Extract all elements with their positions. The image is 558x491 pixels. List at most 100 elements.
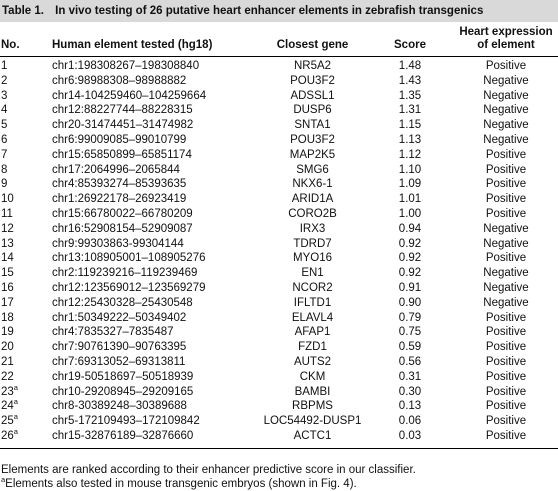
cell-heart-expression: Positive (485, 148, 527, 161)
table-row: 20 chr7:90761390–90763395 FZD1 0.59 Positive (0, 340, 558, 355)
cell-heart-expression: Negative (483, 267, 529, 280)
cell-no: 23a (0, 383, 52, 400)
cell-no: 4 (0, 103, 52, 118)
cell-heart-expression: Positive (485, 178, 527, 191)
cell-score: 0.13 (398, 400, 422, 413)
cell-heart-expression: Positive (485, 311, 527, 324)
cell-score: 0.92 (398, 267, 422, 280)
footnote-marker: a (13, 412, 18, 422)
cell-heart-expression: Positive (485, 207, 527, 220)
cell-heart-expression: Positive (485, 60, 527, 72)
row-number: 5 (1, 119, 8, 132)
cell-no: 17 (0, 296, 52, 311)
cell-score: 0.79 (398, 311, 422, 324)
cell-no: 9 (0, 177, 52, 192)
cell-no: 21 (0, 355, 52, 370)
table-row: 8 chr17:2064996–2065844 SMG6 1.10 Positive (0, 163, 558, 178)
table-row: 17 chr12:25430328–25430548 IFLTD1 0.90 Negat… (0, 296, 558, 311)
cell-element: chr10-29208945–29209165 (52, 385, 194, 398)
footnote-marker: a (13, 397, 18, 407)
cell-no: 22 (0, 370, 52, 385)
cell-element: chr9:99303863-99304144 (52, 237, 184, 250)
cell-score: 1.43 (398, 74, 422, 87)
cell-no: 14 (0, 251, 52, 266)
cell-no: 5 (0, 118, 52, 133)
cell-gene: FZD1 (298, 341, 327, 354)
cell-heart-expression: Positive (485, 385, 527, 398)
cell-heart-expression: Negative (483, 281, 529, 294)
table-row: 15 chr2:119239216–119239469 EN1 0.92 Negativ… (0, 266, 558, 281)
cell-gene: IRX3 (299, 222, 326, 235)
cell-score: 0.30 (398, 385, 422, 398)
cell-heart-expression: Positive (485, 252, 527, 265)
cell-no: 3 (0, 89, 52, 104)
cell-element: chr7:69313052–69313811 (52, 355, 186, 368)
cell-no: 8 (0, 163, 52, 178)
cell-gene: POU3F2 (290, 133, 335, 146)
table-row: 13 chr9:99303863-99304144 TDRD7 0.92 Negativ… (0, 237, 558, 252)
header-heart: Heart expression of element (453, 22, 558, 57)
cell-no: 25a (0, 412, 52, 429)
table-row: 12 chr16:52908154–52909087 IRX3 0.94 Negativ… (0, 222, 558, 237)
cell-heart-expression: Negative (483, 237, 529, 250)
cell-no: 15 (0, 266, 52, 281)
cell-heart-expression: Negative (483, 89, 529, 102)
cell-element: chr1:50349222–50349402 (52, 311, 187, 324)
cell-score: 0.92 (398, 252, 422, 265)
row-number: 15 (1, 267, 14, 280)
cell-element: chr16:52908154–52909087 (52, 222, 193, 235)
cell-score: 0.56 (398, 355, 422, 368)
table-row: 26a chr15-32876189–32876660 ACTC1 0.03 Posit… (0, 427, 558, 448)
table-row: 5 chr20-31474451–31474982 SNTA1 1.15 Negativ… (0, 118, 558, 133)
row-number: 10 (1, 193, 14, 206)
row-number: 23 (1, 385, 14, 398)
cell-no: 13 (0, 237, 52, 252)
cell-gene: DUSP6 (293, 104, 332, 117)
cell-no: 1 (0, 57, 52, 74)
header-row: No. Human element tested (hg18) Closest … (0, 22, 558, 57)
row-number: 26 (1, 429, 14, 442)
cell-no: 11 (0, 207, 52, 222)
cell-gene: POU3F2 (290, 74, 335, 87)
cell-heart-expression: Negative (483, 104, 529, 117)
cell-element: chr1:198308267–198308840 (52, 60, 200, 72)
row-number: 3 (1, 89, 8, 102)
cell-score: 0.90 (398, 296, 422, 309)
table-row: 21 chr7:69313052–69313811 AUTS2 0.56 Positiv… (0, 355, 558, 370)
table-row: 2 chr6:98988308–98988882 POU3F2 1.43 Negativ… (0, 74, 558, 89)
enhancer-table: No. Human element tested (hg18) Closest … (0, 22, 558, 449)
table-row: 7 chr15:65850899–65851174 MAP2K5 1.12 Positi… (0, 148, 558, 163)
cell-score: 1.15 (398, 119, 422, 132)
cell-element: chr12:25430328–25430548 (52, 296, 193, 309)
cell-score: 0.91 (398, 281, 422, 294)
cell-no: 6 (0, 133, 52, 148)
row-number: 8 (1, 163, 8, 176)
cell-score: 1.12 (398, 148, 422, 161)
table-row: 11 chr15:66780022–66780209 CORO2B 1.00 Posit… (0, 207, 558, 222)
table-row: 3 chr14-104259460–104259664 ADSSL1 1.35 Nega… (0, 89, 558, 104)
cell-element: chr12:123569012–123569279 (52, 281, 206, 294)
cell-element: chr8-30389248–30389688 (52, 400, 187, 413)
table-row: 10 chr1:26922178–26923419 ARID1A 1.01 Positi… (0, 192, 558, 207)
table-row: 24a chr8-30389248–30389688 RBPMS 0.13 Positi… (0, 397, 558, 414)
cell-heart-expression: Positive (485, 415, 527, 428)
row-number: 21 (1, 355, 14, 368)
cell-score: 0.94 (398, 222, 422, 235)
cell-heart-expression: Positive (485, 341, 527, 354)
cell-gene: AFAP1 (294, 326, 331, 339)
cell-heart-expression: Negative (483, 296, 529, 309)
footnote-marker: a (13, 427, 18, 437)
cell-gene: BAMBI (294, 385, 331, 398)
cell-element: chr4:7835327–7835487 (52, 326, 174, 339)
row-number: 16 (1, 281, 14, 294)
cell-element: chr20-31474451–31474982 (52, 119, 194, 132)
cell-score: 0.31 (398, 370, 422, 383)
cell-element: chr1:26922178–26923419 (52, 193, 187, 206)
cell-gene: SNTA1 (294, 119, 331, 132)
cell-gene: AUTS2 (293, 355, 332, 368)
cell-gene: LOC54492-DUSP1 (263, 415, 362, 428)
cell-gene: MYO16 (293, 252, 332, 265)
cell-no: 26a (0, 427, 52, 448)
table-title: In vivo testing of 26 putative heart enh… (55, 5, 484, 17)
table-row: 19 chr4:7835327–7835487 AFAP1 0.75 Positive (0, 325, 558, 340)
